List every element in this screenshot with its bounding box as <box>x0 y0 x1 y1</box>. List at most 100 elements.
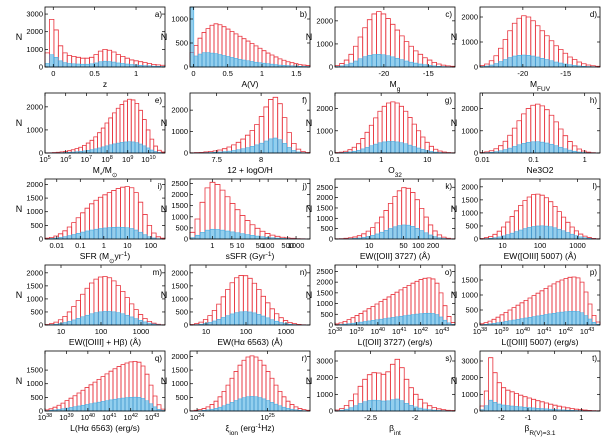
bar-subsample <box>512 146 518 154</box>
y-axis-label: N <box>306 204 313 214</box>
x-tick-label: 109 <box>122 155 133 164</box>
bar-subsample <box>107 227 112 240</box>
bar-subsample <box>89 149 94 154</box>
x-tick-label: 10 <box>365 241 373 250</box>
y-tick-label: 500 <box>320 224 333 233</box>
bar-subsample <box>406 314 412 326</box>
x-tick-label: 10 <box>236 241 244 250</box>
x-tick-label: 10 <box>423 155 431 164</box>
y-tick-label: 0 <box>184 407 188 416</box>
bar-subsample <box>256 314 262 326</box>
bar-subsample <box>530 55 536 68</box>
x-tick-label: 1040 <box>516 327 530 336</box>
bar-subsample <box>507 57 513 68</box>
bar-subsample <box>58 60 63 68</box>
x-tick-label: 0.5 <box>89 69 99 78</box>
bar-subsample <box>216 319 222 326</box>
y-tick-label: 3000 <box>26 10 43 19</box>
bar-subsample <box>273 403 279 412</box>
y-tick-label: 1000 <box>461 291 478 300</box>
y-tick-label: 2000 <box>461 13 478 22</box>
panel-frame <box>189 264 311 326</box>
panel-k: 10 50 100 20005001000150020002500Nk)EW([OII… <box>306 178 456 261</box>
bar-subsample <box>71 234 77 240</box>
y-tick-label: 1000 <box>171 127 188 136</box>
bar-subsample <box>269 319 275 326</box>
x-axis-label: sSFR (Gyr-1) <box>226 251 275 262</box>
bar-subsample <box>535 315 541 326</box>
bar-subsample <box>261 398 267 412</box>
bar-subsample <box>401 224 407 240</box>
bar-subsample <box>100 401 106 412</box>
x-tick-label: 1043 <box>580 327 594 336</box>
panel-t: -2 -1 0 1 0 1000 2000 3000 Nt) βR(V)=3.1 <box>451 350 601 437</box>
y-tick-label: 2000 <box>461 373 478 382</box>
bar-subsample <box>379 231 384 240</box>
bar-subsample <box>535 141 541 154</box>
y-tick-label: 1000 <box>461 208 478 217</box>
bar-subsample <box>134 142 139 154</box>
bar-subsample <box>414 313 420 326</box>
y-axis-label: N <box>16 376 23 386</box>
bar-subsample <box>238 311 244 326</box>
bar-subsample <box>97 147 102 154</box>
y-tick-label: 1000 <box>171 379 188 388</box>
y-axis-label: N <box>451 290 458 300</box>
y-tick-label: 3000 <box>316 357 333 366</box>
bar-subsample <box>245 396 251 412</box>
bar-subsample <box>523 317 529 326</box>
bar-subsample <box>410 226 416 240</box>
y-axis-label: N <box>451 118 458 128</box>
bar-subsample <box>93 312 99 326</box>
bar-subsample <box>249 235 256 240</box>
bar-subsample <box>116 398 122 412</box>
bar-subsample <box>565 232 571 240</box>
y-tick-label: 2000 <box>316 373 333 382</box>
bar-subsample <box>374 233 380 240</box>
x-axis-label: z <box>103 79 107 89</box>
y-axis-label: N <box>306 290 313 300</box>
bar-subsample <box>217 406 223 412</box>
bar-subsample <box>503 321 509 326</box>
y-axis-label: N <box>451 204 458 214</box>
bar-subsample <box>72 406 78 412</box>
bar-subsample <box>423 232 429 240</box>
x-axis-label: βint <box>389 423 401 437</box>
y-tick-label: 1000 <box>26 294 43 303</box>
y-tick-label: 1000 <box>26 45 43 54</box>
bar-subsample <box>214 229 221 240</box>
bar-subsample <box>272 137 278 154</box>
bar-subsample <box>127 141 132 154</box>
bar-subsample <box>249 61 255 68</box>
bar-subsample <box>502 149 508 154</box>
x-tick-label: 1 <box>579 413 583 422</box>
y-tick-label: 0 <box>329 149 333 158</box>
bar-subsample <box>358 321 364 326</box>
x-tick-label: -20 <box>517 69 528 78</box>
bar-subsample <box>253 396 259 412</box>
bar-subsample <box>390 399 396 412</box>
bar-subsample <box>108 399 114 412</box>
x-axis-label: 12 + logO/H <box>227 165 273 175</box>
bar-subsample <box>516 144 522 154</box>
bar-subsample <box>225 315 231 326</box>
bar-subsample <box>381 400 386 412</box>
bar-subsample <box>76 63 81 68</box>
y-tick-label: 2500 <box>316 267 333 276</box>
bar-subsample <box>404 403 409 412</box>
bar-subsample <box>53 57 59 68</box>
bar-subsample <box>373 143 378 154</box>
bar-subsample <box>587 318 593 326</box>
bar-subsample <box>531 407 536 412</box>
x-tick-label: 100 <box>534 241 547 250</box>
bar-subsample <box>111 227 117 240</box>
panel-frame <box>189 350 311 412</box>
panel-frame <box>44 264 166 326</box>
bar-subsample <box>76 318 81 326</box>
bar-subsample <box>579 312 585 326</box>
x-tick-label: 0.5 <box>222 69 232 78</box>
bar-subsample <box>362 321 368 326</box>
